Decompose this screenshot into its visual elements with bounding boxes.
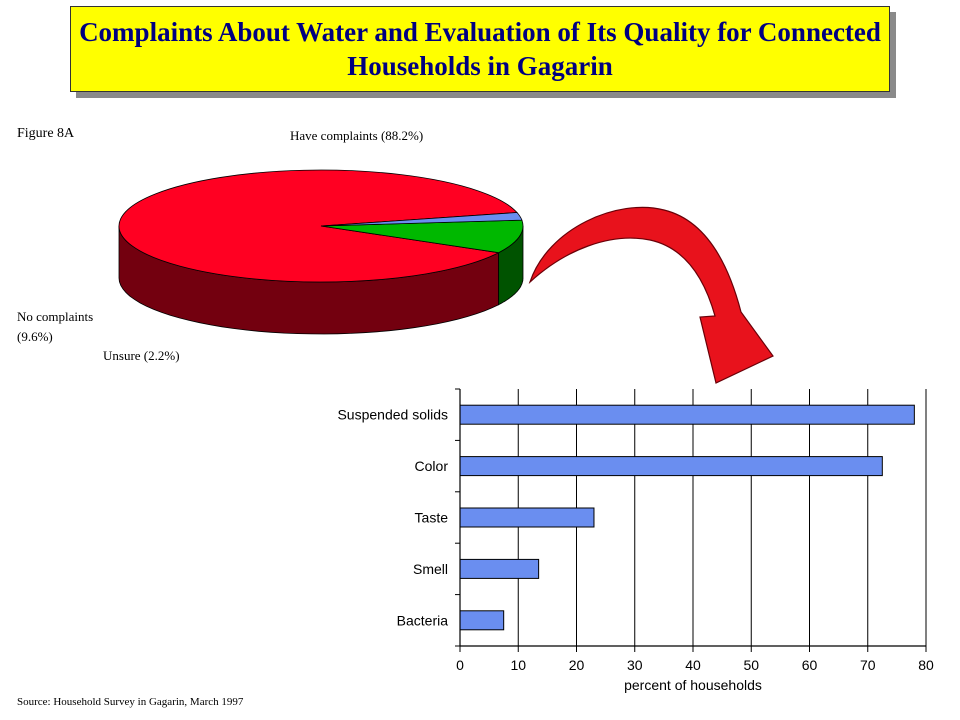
x-tick-label: 30 bbox=[627, 657, 643, 673]
transition-arrow bbox=[528, 206, 774, 384]
bar-color bbox=[459, 456, 883, 477]
x-tick-label: 20 bbox=[569, 657, 585, 673]
y-category-label: Suspended solids bbox=[337, 407, 448, 423]
x-tick-label: 0 bbox=[456, 657, 464, 673]
x-tick-label: 40 bbox=[685, 657, 701, 673]
y-category-label: Color bbox=[415, 458, 449, 474]
y-category-label: Bacteria bbox=[397, 612, 449, 628]
pie-slice-2 bbox=[320, 212, 523, 227]
bar-suspended-solids bbox=[459, 404, 915, 425]
y-category-label: Taste bbox=[415, 510, 449, 526]
curved-arrow-icon bbox=[528, 206, 774, 384]
x-tick-label: 80 bbox=[918, 657, 934, 673]
pie-label-no-complaints: No complaints (9.6%) bbox=[17, 309, 94, 344]
bar-taste bbox=[459, 507, 595, 528]
pie-label-have-complaints: Have complaints (88.2%) bbox=[290, 128, 424, 143]
page-title: Complaints About Water and Evaluation of… bbox=[70, 6, 890, 92]
figure-label: Figure 8A bbox=[17, 126, 75, 141]
x-tick-label: 60 bbox=[802, 657, 818, 673]
y-category-label: Smell bbox=[413, 561, 448, 577]
pie-label-unsure: Unsure (2.2%) bbox=[103, 348, 180, 363]
pie-slice-1 bbox=[320, 219, 524, 254]
bar-bacteria bbox=[459, 610, 505, 631]
pie-slice-0 bbox=[118, 169, 518, 283]
x-tick-label: 50 bbox=[743, 657, 759, 673]
bar-smell bbox=[459, 558, 540, 579]
bar-chart: 0 10 20 30 40 50 60 70 80 Suspended solids Color Ta… bbox=[337, 388, 934, 693]
x-tick-label: 70 bbox=[860, 657, 876, 673]
x-tick-label: 10 bbox=[510, 657, 526, 673]
x-axis-label: percent of households bbox=[624, 677, 762, 693]
source-note: Source: Household Survey in Gagarin, Mar… bbox=[17, 696, 244, 708]
pie-chart bbox=[118, 169, 524, 335]
